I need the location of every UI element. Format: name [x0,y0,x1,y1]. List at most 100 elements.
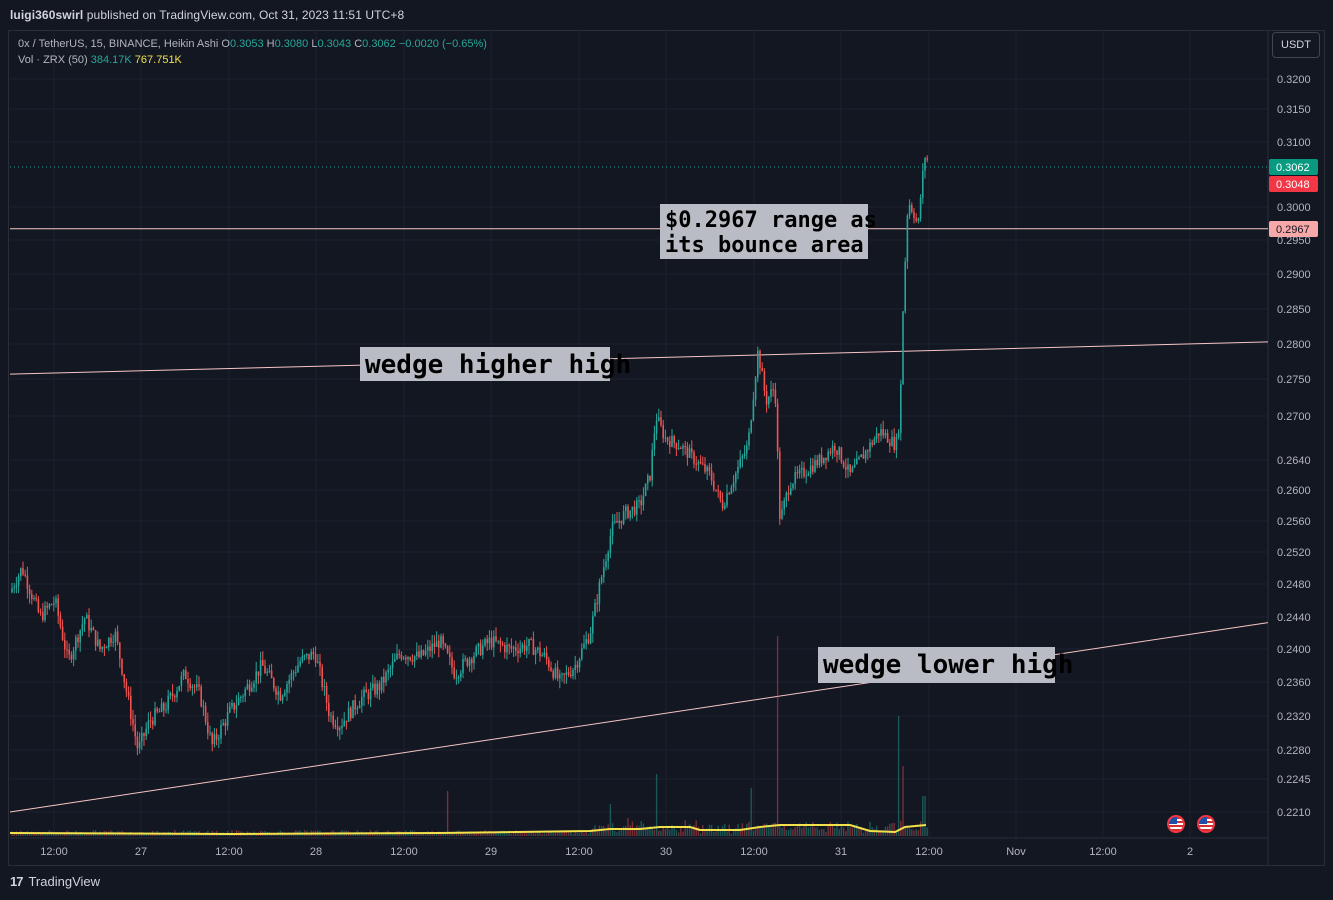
candle-body [79,630,81,643]
x-tick-label: 31 [835,846,847,858]
candle-body [321,666,323,687]
candle-body [924,158,926,171]
volume-bar [856,824,858,836]
volume-bar [614,831,616,836]
candle-body [88,615,90,631]
candle-body [587,639,590,644]
candle-body [334,724,337,727]
volume-bar [761,826,763,836]
volume-bar [567,832,570,836]
candle-body [380,676,383,691]
volume-bar [763,823,766,836]
candle-body [237,697,240,706]
candle-body [244,689,246,697]
volume-bar [739,828,741,836]
candle-body [218,738,220,740]
open-label: O [221,38,230,50]
candle-body [325,685,328,703]
volume-bar [622,826,625,836]
candle-body [15,585,18,588]
volume-bar [528,830,530,836]
candle-body [347,707,350,722]
x-tick-label: 12:00 [740,846,768,858]
candle-body [11,588,13,593]
volume-bar [526,832,528,836]
volume-bar [28,833,31,836]
y-tick-label: 0.2700 [1277,411,1311,423]
candle-body [365,689,367,693]
volume-bar [787,829,790,836]
volume-bar [878,831,880,836]
candle-body [108,637,110,648]
author-name[interactable]: luigi360swirl [10,8,84,22]
volume-bar [842,827,845,836]
change-value: −0.0020 (−0.65%) [398,38,487,50]
volume-bar [380,833,383,836]
candle-body [686,446,689,458]
volume-bar [831,824,834,836]
candle-body [647,475,649,484]
volume-bar [719,829,722,836]
candle-body [699,461,702,464]
tradingview-logo-icon: 17 [10,874,24,889]
candle-body [147,720,150,729]
candle-body [464,658,466,660]
candle-body [528,638,530,647]
candle-body [68,649,70,655]
volume-bar [462,832,464,836]
candle-body [532,639,535,655]
candle-body [831,445,834,454]
volume-bar [772,823,774,836]
candle-body [554,667,557,678]
x-tick-label: 30 [660,846,672,858]
volume-label[interactable]: Vol · ZRX (50) [18,54,88,66]
candle-body [856,458,858,465]
volume-bar [435,833,438,836]
currency-button[interactable]: USDT [1272,32,1320,58]
x-tick-label: 12:00 [40,846,68,858]
volume-bar [363,833,365,836]
candle-body [424,650,427,655]
us-flag-event-icon[interactable] [1197,815,1215,833]
price-label-box [1269,176,1318,192]
volume-bar [418,833,420,836]
candle-body [627,506,629,518]
volume-bar [823,829,825,836]
y-tick-label: 0.2480 [1277,579,1311,591]
y-tick-label: 0.2400 [1277,644,1311,656]
volume-bar [684,820,686,836]
volume-bar [407,832,409,836]
volume-bar [858,828,860,836]
symbol-title[interactable]: 0x / TetherUS, 15, BINANCE, Heikin Ashi [18,38,219,50]
candle-body [90,627,92,631]
volume-bar [160,833,163,836]
candle-body [460,673,462,678]
candle-body [746,445,748,454]
candle-body [704,464,706,472]
volume-bar [620,828,623,836]
volume-bar [378,833,381,836]
annotation-box [360,347,610,381]
candle-body [900,384,902,433]
candle-body [561,673,563,675]
candle-body [552,670,554,678]
volume-bar [653,829,656,836]
candle-body [372,683,374,689]
candle-body [548,659,550,668]
volume-bar [794,827,796,836]
volume-bar [840,826,843,836]
us-flag-event-icon[interactable] [1167,815,1185,833]
candle-body [649,475,651,481]
candle-body [917,218,920,221]
candle-body [790,488,792,495]
candle-body [407,657,409,660]
candle-body [402,657,405,659]
candle-body [176,690,178,698]
volume-bar [904,826,906,836]
candle-body [156,708,158,712]
candle-body [891,436,893,446]
volume-bar [682,831,684,836]
brand-name: TradingView [28,874,101,889]
candle-body [735,472,737,483]
